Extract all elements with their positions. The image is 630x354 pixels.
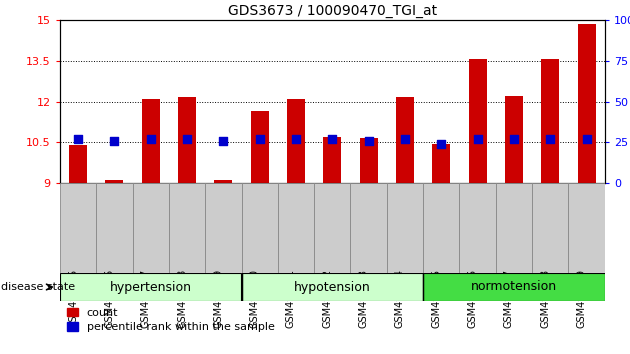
- Text: GSM493531: GSM493531: [286, 268, 296, 327]
- Bar: [568, 183, 605, 273]
- Bar: [251, 111, 269, 183]
- Text: GSM493532: GSM493532: [323, 268, 333, 327]
- Point: [73, 136, 83, 142]
- Bar: [469, 59, 487, 183]
- Text: GSM493526: GSM493526: [105, 268, 115, 327]
- Bar: [532, 183, 568, 273]
- Bar: [459, 183, 496, 273]
- Bar: [287, 99, 305, 183]
- Text: GSM493530: GSM493530: [249, 268, 260, 327]
- Bar: [96, 183, 132, 273]
- Bar: [69, 145, 87, 183]
- Bar: [178, 97, 196, 183]
- Legend: count, percentile rank within the sample: count, percentile rank within the sample: [62, 303, 279, 337]
- Bar: [214, 180, 232, 183]
- Bar: [423, 183, 459, 273]
- Text: GSM493534: GSM493534: [395, 268, 405, 327]
- Bar: [241, 273, 423, 301]
- Point: [545, 136, 556, 142]
- Bar: [60, 273, 241, 301]
- Point: [182, 136, 192, 142]
- Bar: [323, 137, 341, 183]
- Text: GSM493528: GSM493528: [177, 268, 187, 327]
- Bar: [387, 183, 423, 273]
- Point: [400, 136, 410, 142]
- Bar: [105, 180, 123, 183]
- Bar: [169, 183, 205, 273]
- Text: GSM493539: GSM493539: [576, 268, 587, 327]
- Text: hypertension: hypertension: [110, 280, 192, 293]
- Bar: [241, 183, 278, 273]
- Bar: [314, 183, 350, 273]
- Bar: [578, 24, 596, 183]
- Bar: [60, 183, 96, 273]
- Point: [255, 136, 265, 142]
- Text: GSM493533: GSM493533: [358, 268, 369, 327]
- Bar: [278, 183, 314, 273]
- Text: GSM493525: GSM493525: [68, 268, 78, 328]
- Text: disease state: disease state: [1, 282, 76, 292]
- Text: hypotension: hypotension: [294, 280, 370, 293]
- Title: GDS3673 / 100090470_TGI_at: GDS3673 / 100090470_TGI_at: [228, 4, 437, 18]
- Point: [218, 138, 228, 143]
- Bar: [205, 183, 241, 273]
- Point: [364, 138, 374, 143]
- Text: normotension: normotension: [471, 280, 557, 293]
- Bar: [541, 59, 559, 183]
- Bar: [496, 183, 532, 273]
- Bar: [142, 99, 160, 183]
- Point: [509, 136, 519, 142]
- Text: GSM493527: GSM493527: [140, 268, 151, 328]
- Bar: [132, 183, 169, 273]
- Bar: [432, 144, 450, 183]
- Text: GSM493537: GSM493537: [504, 268, 514, 327]
- Text: GSM493536: GSM493536: [467, 268, 478, 327]
- Point: [581, 136, 592, 142]
- Point: [436, 141, 446, 147]
- Text: GSM493535: GSM493535: [432, 268, 441, 327]
- Point: [146, 136, 156, 142]
- Bar: [350, 183, 387, 273]
- Point: [472, 136, 483, 142]
- Bar: [396, 97, 414, 183]
- Bar: [505, 96, 523, 183]
- Point: [110, 138, 120, 143]
- Point: [291, 136, 301, 142]
- Point: [328, 136, 338, 142]
- Bar: [360, 138, 378, 183]
- Bar: [423, 273, 605, 301]
- Text: GSM493538: GSM493538: [541, 268, 551, 327]
- Text: GSM493529: GSM493529: [214, 268, 223, 327]
